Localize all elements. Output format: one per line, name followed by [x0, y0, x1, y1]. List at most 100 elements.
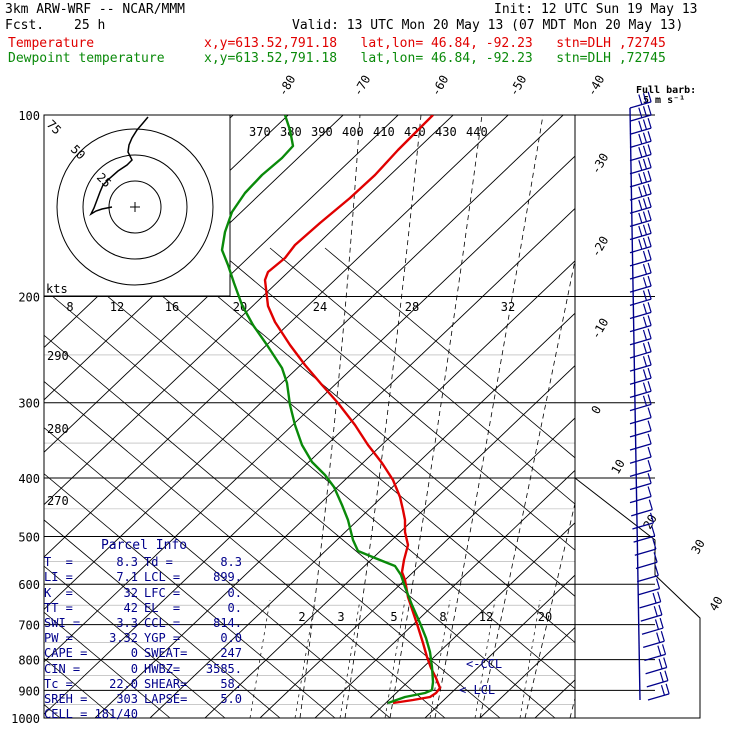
wind-barb-flag [647, 131, 652, 142]
parcel-value-2: 247 [220, 646, 242, 661]
parcel-value-2: 5.0 [220, 692, 242, 707]
mixing-ratio-line [249, 599, 271, 718]
parcel-row: K = 32 LFC = 0. [44, 586, 244, 601]
wind-barb-staff [629, 443, 652, 451]
parcel-label-2: YGP = [144, 631, 181, 646]
moist-adiabat-line [299, 115, 361, 718]
wind-barb [647, 683, 670, 701]
hodograph-speed-label: 32 [501, 300, 515, 314]
parcel-label: CIN = [44, 661, 81, 676]
parcel-label: CAPE = [44, 646, 88, 661]
wind-barb [629, 223, 652, 241]
wind-barb [629, 249, 652, 267]
parcel-value: 303 [116, 692, 138, 707]
dry-adiabat-line [44, 519, 281, 718]
wind-barb-staff [643, 640, 665, 649]
wind-barb-staff [645, 666, 667, 675]
moist-adiabat-line [524, 501, 575, 718]
hodograph-box [43, 114, 231, 297]
mixing-ratio-label: 12 [479, 610, 493, 624]
wind-barb [629, 394, 652, 412]
wind-barb-flag [647, 328, 652, 339]
parcel-value: 32 [123, 585, 138, 600]
isotherm-line [44, 115, 399, 453]
mixing-ratio-label: 20 [538, 610, 552, 624]
parcel-info-title: Parcel Info [100, 538, 188, 553]
isotherm-line [700, 115, 740, 718]
wind-barb [629, 157, 652, 175]
forecast-label: Fcst. [5, 18, 45, 33]
wind-barb-flag [647, 104, 652, 116]
moist-adiabat-line [615, 115, 740, 718]
parcel-row: Tc = 22.0 SHEAR= 58. [44, 677, 244, 692]
wind-barb-flag [659, 617, 664, 629]
parcel-value-2: 814. [213, 616, 242, 631]
wind-barb [629, 473, 652, 491]
theta-e-label: 370 [249, 125, 271, 139]
parcel-row: CAPE = 0 SWEAT= 247 [44, 646, 244, 661]
wind-barb [631, 499, 653, 517]
theta-e-label: 410 [373, 125, 395, 139]
theta-label: 290 [47, 349, 69, 363]
wind-barb-flag [638, 107, 643, 118]
wind-barb-flag [642, 145, 648, 156]
wind-barb-flag [653, 552, 658, 563]
wind-barb-flag [665, 683, 670, 695]
parcel-label: Tc = [44, 676, 73, 691]
wind-barb-flag [647, 157, 652, 168]
wind-barb-staff [629, 338, 652, 346]
wind-barb-flag [647, 473, 652, 484]
wind-barb-flag [647, 210, 652, 221]
wind-barb-flag [638, 212, 643, 224]
wind-barb-flag [655, 578, 661, 589]
wind-legend-line1: Full barb: [636, 85, 697, 96]
pressure-label: 200 [18, 291, 40, 305]
wind-barb-staff [629, 140, 652, 149]
temperature-axis-label: 0 [588, 403, 604, 416]
mixing-ratio-label: 2 [298, 610, 305, 624]
wind-barb-staff [629, 416, 652, 425]
wind-barb-staff [638, 587, 660, 596]
wind-barb-flag [654, 565, 659, 576]
wind-barb-staff [629, 245, 652, 254]
dry-adiabat-line [44, 288, 556, 718]
wind-barb-flag [642, 382, 648, 393]
wind-barb-flag [647, 433, 652, 445]
pressure-label: 400 [18, 472, 40, 486]
dewpoint-location-info: x,y=613.52,791.18 lat,lon= 46.84, -92.23… [204, 51, 666, 66]
mixing-ratio-line [474, 599, 496, 718]
theta-label: 280 [47, 422, 69, 436]
theta-e-label: 440 [466, 125, 488, 139]
parcel-label: TT = [44, 600, 73, 615]
plot-frame-extension [574, 477, 701, 719]
wind-barb-flag [647, 289, 652, 300]
parcel-value-2: 0.0 [220, 631, 242, 646]
wind-barb-flag [642, 171, 648, 183]
dry-adiabat-line [44, 565, 226, 718]
dry-adiabat-line [214, 247, 575, 551]
parcel-label-2: SHEAR= [144, 676, 188, 691]
wind-barb-flag [664, 670, 669, 681]
wind-barb-flag [663, 657, 668, 668]
wind-barb-flag [642, 356, 648, 367]
wind-barb-flag [642, 237, 648, 249]
temperature-axis-label: -80 [275, 73, 298, 99]
wind-barb-flag [642, 93, 648, 104]
mixing-ratio-label: 3 [337, 610, 344, 624]
valid-time: Valid: 13 UTC Mon 20 May 13 (07 MDT Mon … [292, 18, 684, 33]
parcel-value: 42 [123, 600, 138, 615]
wind-barb-column [629, 107, 641, 701]
wind-barb-flag [638, 239, 643, 250]
wind-barb [640, 604, 663, 622]
wind-barb-flag [652, 592, 657, 604]
temperature-location-info: x,y=613.52,791.18 lat,lon= 46.84, -92.23… [204, 36, 666, 51]
mixing-ratio-line [429, 599, 451, 718]
isotherm-line [534, 679, 575, 718]
hodograph-speed-label: 20 [233, 300, 247, 314]
wind-barb-staff [640, 614, 663, 622]
parcel-row: PW = 3.32 YGP = 0.0 [44, 631, 244, 646]
parcel-label-2: LAPSE= [144, 692, 188, 707]
wind-barb [629, 381, 652, 399]
wind-barb-flag [658, 658, 663, 670]
mixing-ratio-line [384, 599, 406, 718]
